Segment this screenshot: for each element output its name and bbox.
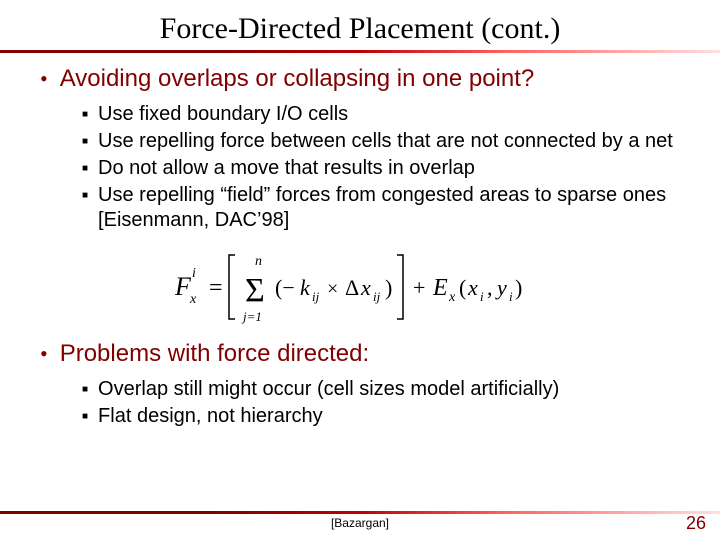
slide: Force-Directed Placement (cont.) • Avoid… <box>0 0 720 540</box>
svg-text:x: x <box>467 275 478 300</box>
svg-text:E: E <box>432 275 448 301</box>
section2-heading-text: Problems with force directed: <box>60 340 369 369</box>
svg-text:): ) <box>385 275 392 300</box>
svg-text:i: i <box>480 289 484 304</box>
list-item: ■ Use repelling force between cells that… <box>82 129 680 154</box>
svg-text:k: k <box>300 275 311 300</box>
formula: F i x = Σ n j=1 (− k ij × Δ <box>40 247 680 332</box>
square-bullet-icon: ■ <box>82 109 88 120</box>
svg-text:(−: (− <box>275 275 295 300</box>
list-item-text: Use repelling force between cells that a… <box>98 129 673 154</box>
svg-text:=: = <box>209 275 223 301</box>
svg-text:x: x <box>448 290 456 305</box>
svg-text:y: y <box>495 275 507 300</box>
section2-heading: • Problems with force directed: <box>40 340 680 369</box>
list-item: ■ Overlap still might occur (cell sizes … <box>82 377 680 402</box>
list-item-text: Flat design, not hierarchy <box>98 404 323 429</box>
list-item-text: Use repelling “field” forces from conges… <box>98 183 680 233</box>
square-bullet-icon: ■ <box>82 411 88 422</box>
svg-text:+: + <box>413 275 425 300</box>
svg-text:ij: ij <box>312 289 320 304</box>
page-number: 26 <box>686 513 706 534</box>
citation: [Bazargan] <box>0 516 720 530</box>
square-bullet-icon: ■ <box>82 136 88 147</box>
square-bullet-icon: ■ <box>82 384 88 395</box>
content-area: • Avoiding overlaps or collapsing in one… <box>40 65 680 429</box>
list-item: ■ Use fixed boundary I/O cells <box>82 102 680 127</box>
list-item-text: Do not allow a move that results in over… <box>98 156 475 181</box>
svg-text:): ) <box>515 275 522 300</box>
section1-heading: • Avoiding overlaps or collapsing in one… <box>40 65 680 94</box>
square-bullet-icon: ■ <box>82 190 88 201</box>
svg-text:i: i <box>192 266 196 281</box>
svg-text:Δ: Δ <box>345 275 359 300</box>
svg-text:x: x <box>189 292 197 307</box>
list-item-text: Overlap still might occur (cell sizes mo… <box>98 377 559 402</box>
list-item: ■ Do not allow a move that results in ov… <box>82 156 680 181</box>
section1-list: ■ Use fixed boundary I/O cells ■ Use rep… <box>82 102 680 233</box>
svg-text:ij: ij <box>373 289 381 304</box>
section1-heading-text: Avoiding overlaps or collapsing in one p… <box>60 65 535 94</box>
svg-text:,: , <box>487 275 493 300</box>
svg-text:x: x <box>360 275 371 300</box>
title-underline <box>0 50 720 53</box>
bullet-dot-icon: • <box>40 68 48 90</box>
square-bullet-icon: ■ <box>82 163 88 174</box>
svg-text:(: ( <box>459 275 466 300</box>
bullet-dot-icon: • <box>40 343 48 365</box>
list-item-text: Use fixed boundary I/O cells <box>98 102 348 127</box>
formula-svg: F i x = Σ n j=1 (− k ij × Δ <box>175 247 545 327</box>
svg-text:×: × <box>327 278 338 300</box>
section2-list: ■ Overlap still might occur (cell sizes … <box>82 377 680 429</box>
svg-text:j=1: j=1 <box>241 309 262 324</box>
slide-title: Force-Directed Placement (cont.) <box>40 12 680 46</box>
bottom-underline <box>0 511 720 514</box>
list-item: ■ Flat design, not hierarchy <box>82 404 680 429</box>
list-item: ■ Use repelling “field” forces from cong… <box>82 183 680 233</box>
svg-text:n: n <box>255 254 262 269</box>
svg-text:Σ: Σ <box>245 272 265 309</box>
svg-text:i: i <box>509 289 513 304</box>
